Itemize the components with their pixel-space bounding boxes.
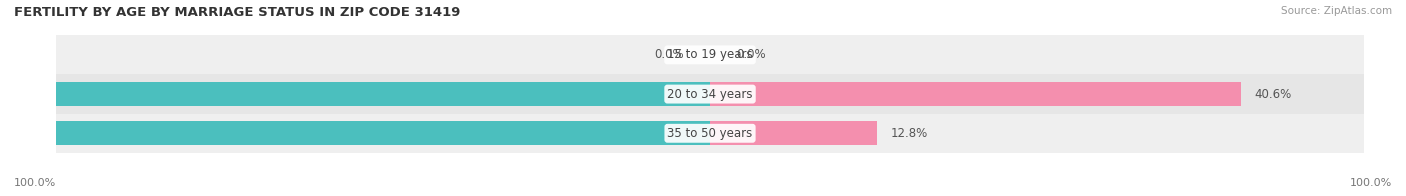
Text: 20 to 34 years: 20 to 34 years: [668, 88, 752, 101]
Text: 0.0%: 0.0%: [654, 48, 683, 61]
Bar: [710, 121, 877, 145]
Text: 100.0%: 100.0%: [14, 178, 56, 188]
Text: 35 to 50 years: 35 to 50 years: [668, 127, 752, 140]
Text: 0.0%: 0.0%: [737, 48, 766, 61]
Text: 40.6%: 40.6%: [1254, 88, 1291, 101]
Bar: [56, 74, 1364, 114]
Bar: [56, 35, 1364, 74]
Text: 100.0%: 100.0%: [1350, 178, 1392, 188]
Text: 12.8%: 12.8%: [890, 127, 928, 140]
Bar: [0, 82, 710, 106]
Bar: [56, 114, 1364, 153]
Bar: [0, 121, 710, 145]
Bar: [710, 82, 1241, 106]
Text: FERTILITY BY AGE BY MARRIAGE STATUS IN ZIP CODE 31419: FERTILITY BY AGE BY MARRIAGE STATUS IN Z…: [14, 6, 460, 19]
Text: 15 to 19 years: 15 to 19 years: [668, 48, 752, 61]
Text: Source: ZipAtlas.com: Source: ZipAtlas.com: [1281, 6, 1392, 16]
